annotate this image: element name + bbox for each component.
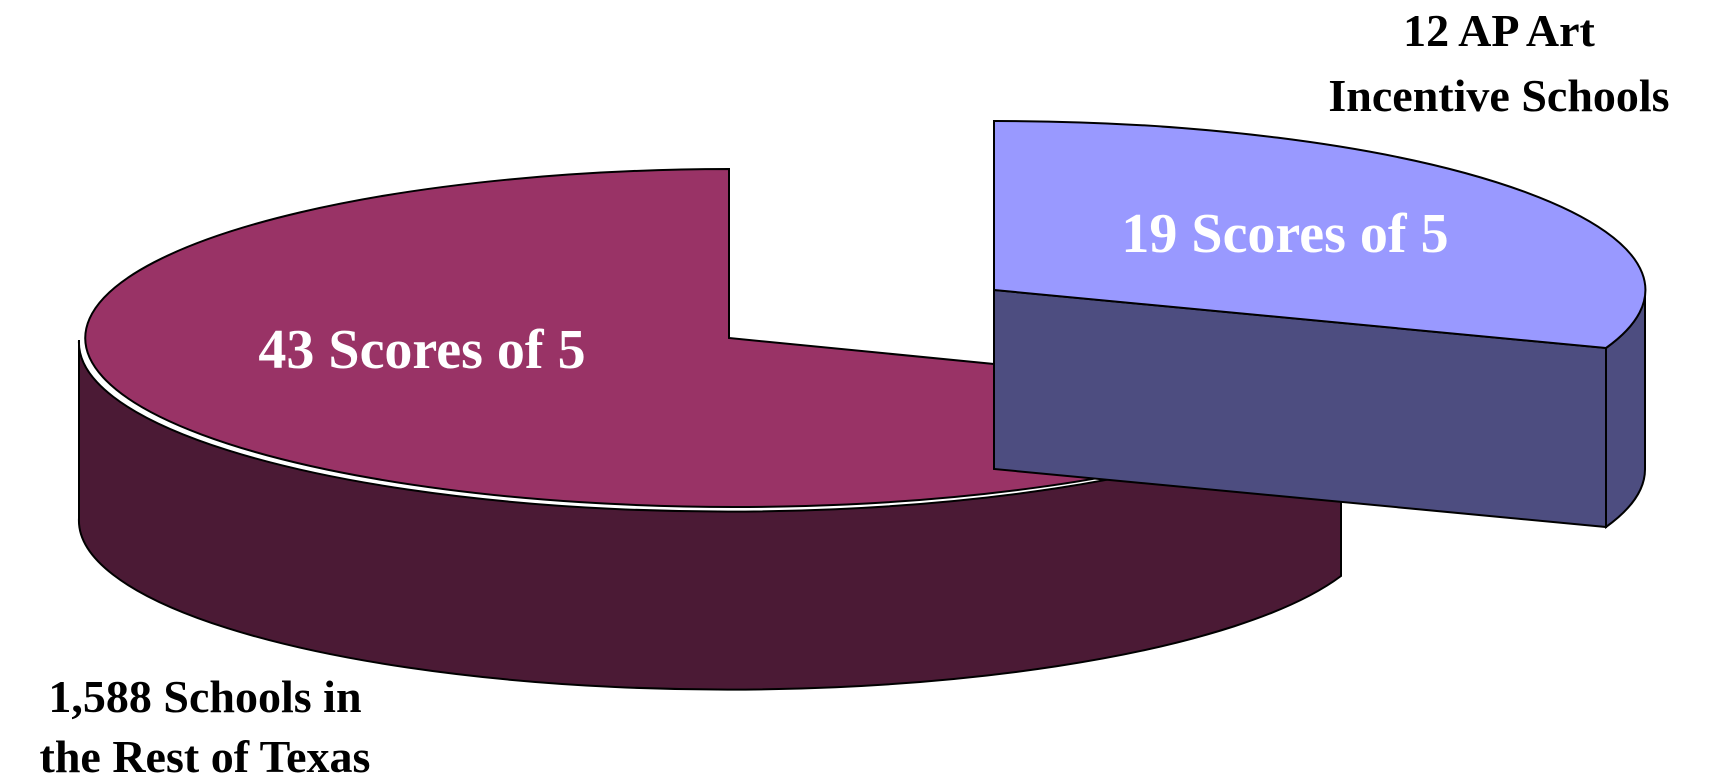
category-label-rest-of-texas-line1: 1,588 Schools in xyxy=(48,671,361,722)
pie-slice-ap-art-incentive xyxy=(993,119,1647,529)
category-label-ap-art-incentive-line1: 12 AP Art xyxy=(1403,5,1595,56)
category-label-rest-of-texas-line2: the Rest of Texas xyxy=(40,731,371,781)
category-label-ap-art-incentive-line2: Incentive Schools xyxy=(1328,70,1669,121)
pie-slice-rest-of-texas-side xyxy=(77,339,1342,691)
data-label-rest-of-texas: 43 Scores of 5 xyxy=(258,319,585,381)
data-label-ap-art-incentive: 19 Scores of 5 xyxy=(1121,203,1448,265)
pie-slice-ap-art-incentive-top xyxy=(993,119,1647,350)
